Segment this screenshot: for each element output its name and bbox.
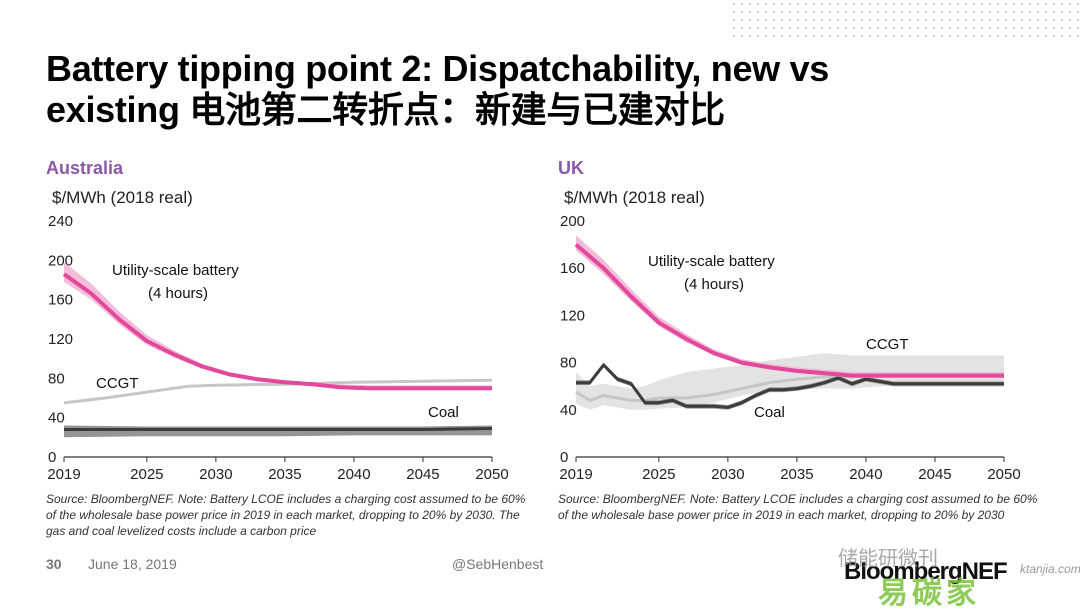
uk-source-note: Source: BloombergNEF. Note: Battery LCOE… <box>558 492 1038 522</box>
australia-x-tick-label: 2019 <box>47 466 80 483</box>
australia-y-tick-label: 40 <box>48 410 65 427</box>
australia-x-tick-label: 2030 <box>199 466 232 483</box>
brand-corner: BloombergNEF 储能研微刊 易碳家 ktanjia.com <box>838 540 1080 610</box>
slide-title-line-1: Battery tipping point 2: Dispatchability… <box>46 48 830 89</box>
australia-x-tick-label: 2040 <box>337 466 370 483</box>
australia-series-annotation: Utility-scale battery <box>112 262 239 279</box>
australia-battery-line <box>62 272 492 391</box>
australia-series-annotation: CCGT <box>96 375 139 392</box>
australia-series-annotation: (4 hours) <box>148 285 208 302</box>
australia-source-note: Source: BloombergNEF. Note: Battery LCOE… <box>46 492 526 538</box>
australia-region-title: Australia <box>46 158 124 178</box>
slide-title: Battery tipping point 2: Dispatchability… <box>46 48 829 130</box>
uk-y-tick-label: 120 <box>560 307 585 324</box>
watermark-main-text: 易碳家 <box>878 577 980 610</box>
australia-unit-label: $/MWh (2018 real) <box>52 188 193 207</box>
australia-coal-range-band <box>64 425 492 438</box>
uk-y-tick-label: 40 <box>560 402 577 419</box>
australia-series-annotation: Coal <box>428 404 459 421</box>
decorative-dot-pattern <box>730 0 1080 40</box>
uk-x-tick-label: 2035 <box>780 466 813 483</box>
uk-x-tick-label: 2050 <box>987 466 1020 483</box>
uk-series-annotation: CCGT <box>866 336 909 353</box>
twitter-handle: @SebHenbest <box>452 556 544 572</box>
australia-y-tick-label: 80 <box>48 370 65 387</box>
slide-title-line-2: existing 电池第二转折点：新建与已建对比 <box>46 89 725 130</box>
australia-y-tick-label: 240 <box>48 213 73 230</box>
australia-y-tick-label: 0 <box>48 449 56 466</box>
australia-y-tick-label: 120 <box>48 331 73 348</box>
australia-y-tick-label: 160 <box>48 292 73 309</box>
australia-ccgt-line <box>63 378 493 405</box>
uk-battery-line <box>574 243 1004 378</box>
uk-y-tick-label: 0 <box>560 449 568 466</box>
australia-x-tick-label: 2035 <box>268 466 301 483</box>
watermark-small-text: ktanjia.com <box>1020 562 1080 576</box>
uk-series-annotation: Coal <box>754 404 785 421</box>
uk-chart: 0 40 80 120 160 200 2019 2025 2030 2035 2040 2045 20… <box>559 213 1020 483</box>
watermark-top-text: 储能研微刊 <box>838 548 938 570</box>
uk-region-title: UK <box>558 158 584 178</box>
uk-y-tick-label: 200 <box>560 213 585 230</box>
uk-series-annotation: (4 hours) <box>684 276 744 293</box>
uk-x-tick-label: 2045 <box>918 466 951 483</box>
uk-x-tick-label: 2025 <box>642 466 675 483</box>
uk-series-annotation: Utility-scale battery <box>648 253 775 270</box>
uk-coal-line <box>576 363 1004 409</box>
uk-x-tick-label: 2040 <box>849 466 882 483</box>
australia-x-tick-label: 2025 <box>130 466 163 483</box>
australia-coal-line <box>64 427 493 431</box>
uk-x-tick-label: 2019 <box>559 466 592 483</box>
page-number: 30 <box>46 556 62 572</box>
uk-y-tick-label: 80 <box>560 355 577 372</box>
uk-y-tick-label: 160 <box>560 260 585 277</box>
australia-x-tick-label: 2050 <box>475 466 508 483</box>
australia-x-tick-label: 2045 <box>406 466 439 483</box>
uk-x-tick-label: 2030 <box>711 466 744 483</box>
slide-date: June 18, 2019 <box>88 556 177 572</box>
uk-unit-label: $/MWh (2018 real) <box>564 188 705 207</box>
bloombergnef-logo: BloombergNEF <box>844 558 1008 585</box>
